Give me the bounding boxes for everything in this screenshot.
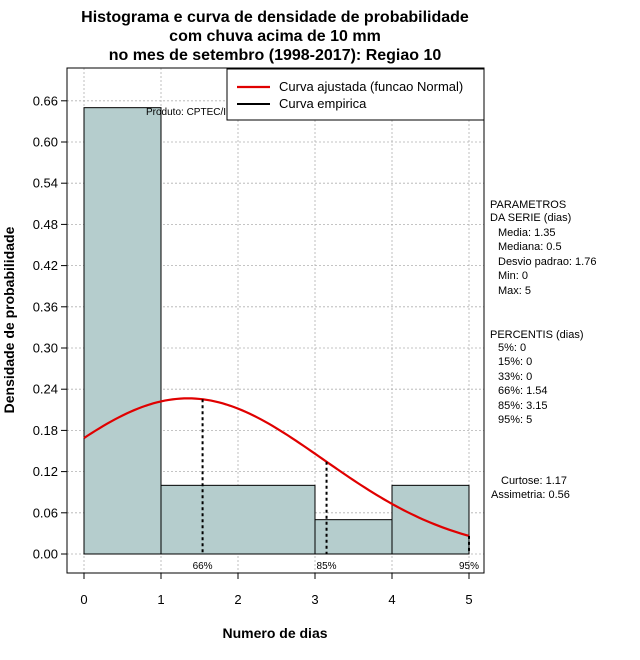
x-axis: 0 1 2 3 4 5	[80, 573, 473, 607]
percentile-5: 5%: 0	[498, 342, 526, 354]
histogram-bar	[160, 484, 316, 555]
y-tick-label: 0.42	[33, 258, 58, 273]
x-tick-label: 1	[157, 592, 164, 607]
percentile-markers: 66% 85% 95%	[193, 399, 479, 572]
legend-box	[226, 68, 485, 121]
percentile-66: 66%: 1.54	[498, 385, 548, 397]
x-tick-label: 4	[388, 592, 395, 607]
plot-frame	[66, 67, 485, 574]
y-tick-label: 0.54	[33, 176, 58, 191]
percentile-marker-label: 85%	[317, 561, 337, 572]
y-tick-label: 0.12	[33, 464, 58, 479]
param-max: Max: 5	[498, 285, 531, 297]
y-tick-label: 0.24	[33, 382, 58, 397]
y-tick-label: 0.36	[33, 299, 58, 314]
y-tick-label: 0.18	[33, 423, 58, 438]
histogram-bar	[83, 107, 162, 555]
param-media: Media: 1.35	[498, 227, 555, 239]
side-panel: PARAMETROS DA SERIE (dias) Media: 1.35 M…	[490, 199, 596, 501]
percentis-title: PERCENTIS (dias)	[490, 329, 584, 341]
y-axis-title: Densidade de probabilidade	[1, 226, 17, 413]
chart-title-line-3: no mes de setembro (1998-2017): Regiao 1…	[109, 47, 442, 64]
histogram-bars	[83, 107, 470, 555]
curtose: Curtose: 1.17	[501, 475, 567, 487]
legend-empirical-label: Curva empirica	[279, 96, 367, 111]
y-tick-label: 0.66	[33, 93, 58, 108]
chart-title-line-2: com chuva acima de 10 mm	[169, 28, 381, 45]
param-min: Min: 0	[498, 270, 528, 282]
credit-text: Produto: CPTEC/INPE	[146, 107, 247, 118]
percentile-marker-label: 95%	[459, 561, 479, 572]
histogram-bar	[391, 484, 470, 555]
y-tick-label: 0.30	[33, 341, 58, 356]
y-tick-label: 0.06	[33, 505, 58, 520]
percentile-33: 33%: 0	[498, 371, 532, 383]
percentile-85: 85%: 3.15	[498, 400, 548, 412]
y-tick-label: 0.60	[33, 135, 58, 150]
legend: Curva ajustada (funcao Normal) Curva emp…	[226, 68, 485, 121]
params-title-1: PARAMETROS	[490, 199, 566, 211]
histogram-bar	[314, 519, 393, 555]
percentile-15: 15%: 0	[498, 356, 532, 368]
x-tick-label: 5	[465, 592, 472, 607]
y-tick-label: 0.48	[33, 217, 58, 232]
x-axis-title: Numero de dias	[222, 625, 327, 641]
x-tick-label: 2	[234, 592, 241, 607]
fitted-normal-curve	[83, 397, 470, 537]
x-tick-label: 0	[80, 592, 87, 607]
assimetria: Assimetria: 0.56	[491, 489, 570, 501]
y-tick-label: 0.00	[33, 547, 58, 562]
param-mediana: Mediana: 0.5	[498, 241, 562, 253]
x-tick-label: 3	[311, 592, 318, 607]
legend-fitted-label: Curva ajustada (funcao Normal)	[279, 79, 463, 94]
percentile-95: 95%: 5	[498, 414, 532, 426]
chart-title-line-1: Histograma e curva de densidade de proba…	[81, 9, 469, 26]
param-desvio: Desvio padrao: 1.76	[498, 256, 596, 268]
percentile-marker-label: 66%	[193, 561, 213, 572]
params-title-2: DA SERIE (dias)	[490, 212, 571, 224]
y-axis: 0.00 0.06 0.12 0.18 0.24 0.30 0.36 0.42 0.48 0.54…	[33, 93, 67, 562]
